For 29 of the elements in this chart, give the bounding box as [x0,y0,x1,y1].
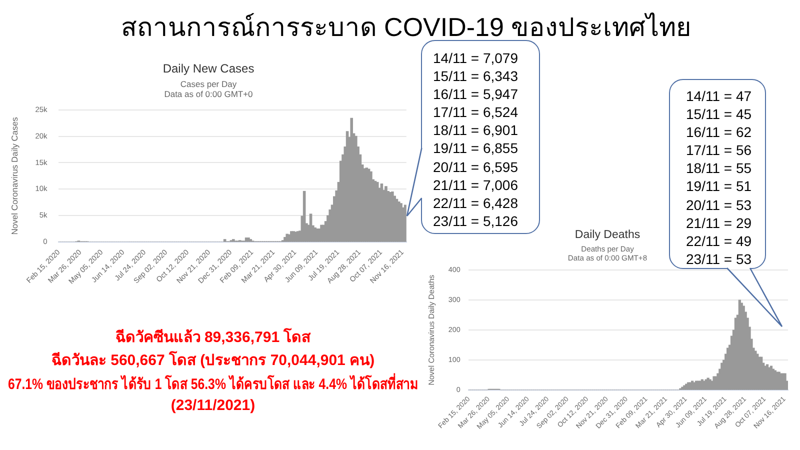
text: 16/11 = 62 [686,123,752,142]
text: 21/11 = 29 [686,214,752,232]
text: 22/11 = 6,428 [433,194,518,212]
text: 15/11 = 6,343 [433,67,518,86]
y-axis-title: Novel Coronavirus Daily Cases [9,117,20,235]
text: 18/11 = 55 [686,159,752,178]
text: 23/11 = 5,126 [433,212,518,230]
text: 22/11 = 49 [686,232,752,250]
text: 17/11 = 56 [686,141,752,160]
text: 18/11 = 6,901 [433,121,518,140]
chart-title: Daily New Cases [162,62,254,76]
chart-title: Daily Deaths [574,229,640,242]
text: 19/11 = 51 [686,177,752,196]
text: 17/11 = 6,524 [433,103,518,122]
text: 20/11 = 6,595 [433,158,518,176]
text: 16/11 = 5,947 [433,85,518,104]
text: 20/11 = 53 [686,196,752,214]
text: 14/11 = 47 [686,87,752,106]
text: 21/11 = 7,006 [433,176,518,194]
text: ฉีดวันละ 560,667 โดส (ประชากร 70,044,901 คน) [51,350,375,371]
text: 19/11 = 6,855 [433,139,518,158]
text: 15/11 = 45 [686,105,752,124]
text: สถานการณ์การระบาด COVID-19 ของประเทศไทย [120,11,692,44]
text: 67.1% ของประชากร ได้รับ 1 โดส 56.3% ได้ครบโดส และ 4.4% ได้โดสที่สาม [8,372,418,395]
text: 14/11 = 7,079 [433,49,518,68]
text: 23/11 = 53 [686,250,752,268]
chart-subtitle: Cases per Day Data as of 0:00 GMT+0 [164,78,254,100]
text: (23/11/2021) [170,397,256,414]
text: ฉีดวัคซีนแล้ว 89,336,791 โดส [115,327,311,348]
